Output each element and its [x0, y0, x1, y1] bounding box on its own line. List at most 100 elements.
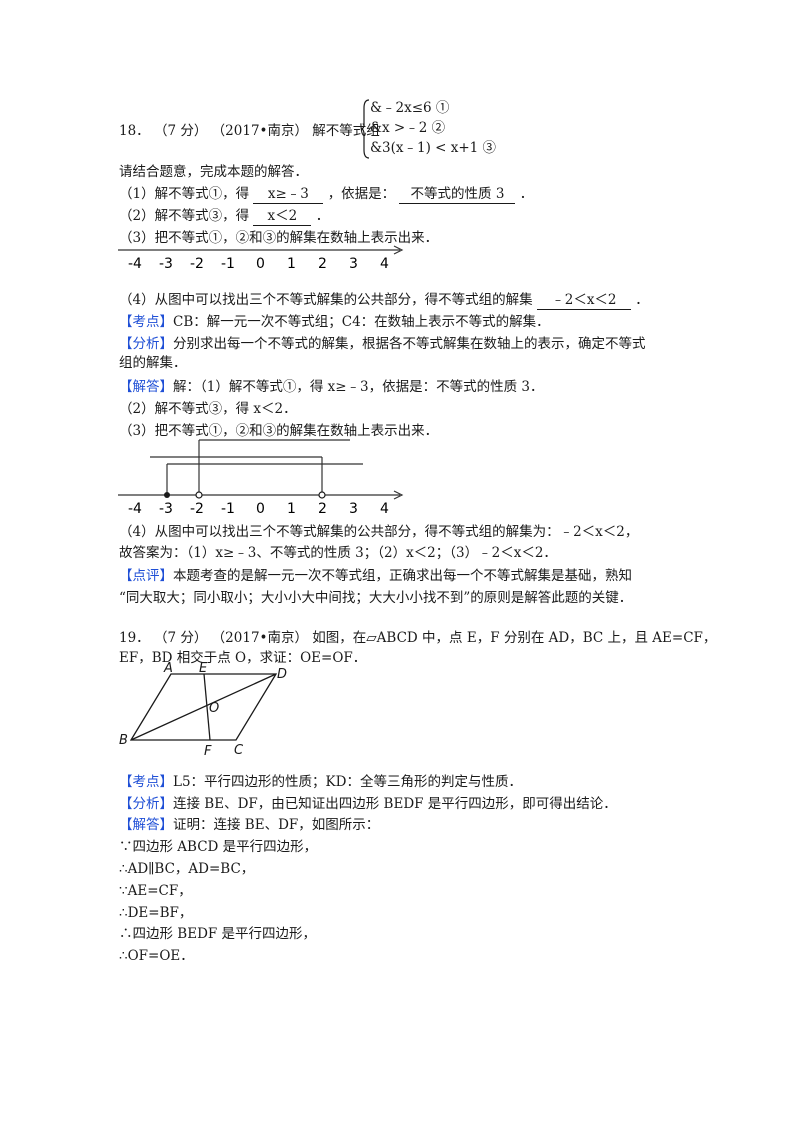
q18-jieda-5: 故答案为：（1）x≥﹣3、不等式的性质 3；（2）x＜2；（3）﹣2＜x＜2． — [119, 545, 557, 561]
kaodian-tag: 【考点】 — [119, 774, 173, 790]
tick-label: 1 — [287, 256, 296, 272]
step4-pre: （4）从图中可以找出三个不等式解集的公共部分，得不等式组的解集 — [119, 292, 533, 308]
fenxi-text: 分别求出每一个不等式的解集，根据各不等式解集在数轴上的表示，确定不等式 — [173, 336, 646, 352]
kaodian-tag: 【考点】 — [119, 314, 173, 330]
q19-heading: 19． （7 分） （2017•南京） 如图，在▱ABCD 中，点 E，F 分别… — [119, 628, 716, 648]
proof-line: ∵AE=CF， — [119, 883, 192, 899]
kaodian-text: CB：解一元一次不等式组；C4：在数轴上表示不等式的解集． — [173, 314, 550, 330]
diagonal-bd — [130, 673, 277, 741]
jieda-tag: 【解答】 — [119, 817, 173, 833]
label-c: C — [234, 743, 244, 758]
system-ineq-2: &x >﹣2 ② — [370, 120, 446, 136]
step1-reason: 不等式的性质 3 — [399, 185, 516, 204]
q18-step4: （4）从图中可以找出三个不等式解集的公共部分，得不等式组的解集 ﹣2＜x＜2 ． — [119, 290, 649, 310]
q18-dianping-cont: “同大取大；同小取小；大小小大中间找；大大小小找不到”的原则是解答此题的关键． — [119, 590, 633, 606]
tick-label: -1 — [221, 501, 235, 517]
q19-kaodian: 【考点】L5：平行四边形的性质；KD：全等三角形的判定与性质． — [119, 772, 522, 792]
step1-end: ． — [519, 186, 534, 202]
tick-label: -1 — [221, 256, 235, 272]
q18-step1: （1）解不等式①，得 x≥﹣3 ，依据是： 不等式的性质 3 ． — [119, 184, 533, 204]
step1-answer: x≥﹣3 — [253, 185, 324, 204]
q18-fenxi-cont: 组的解集． — [119, 355, 187, 371]
tick-label: -4 — [128, 256, 142, 272]
open-point — [318, 491, 326, 499]
q18-number: 18． — [119, 123, 150, 139]
tick-label: 1 — [287, 501, 296, 517]
tick-label: -3 — [159, 256, 173, 272]
q18-jieda-2: （2）解不等式③，得 x＜2． — [119, 401, 297, 417]
kaodian-text: L5：平行四边形的性质；KD：全等三角形的判定与性质． — [173, 774, 522, 790]
tick-label: 4 — [380, 256, 389, 272]
label-d: D — [277, 667, 287, 682]
label-o: O — [209, 701, 219, 716]
number-line-solution: -4 -3 -2 -1 0 1 2 3 4 — [118, 439, 404, 517]
q18-step3: （3）把不等式①，②和③的解集在数轴上表示出来． — [119, 230, 439, 246]
label-f: F — [204, 744, 212, 758]
dianping-text: 本题考查的是解一元一次不等式组，正确求出每一个不等式解集是基础，熟知 — [173, 568, 632, 584]
proof-line: ∴AD∥BC，AD=BC， — [119, 861, 255, 877]
q19-line2: EF，BD 相交于点 O，求证：OE=OF． — [119, 650, 367, 666]
label-a: A — [163, 662, 173, 676]
label-b: B — [119, 733, 128, 748]
q19-line1: 如图，在▱ABCD 中，点 E，F 分别在 AD，BC 上，且 AE=CF， — [312, 630, 717, 646]
q18-line2: 请结合题意，完成本题的解答． — [119, 164, 308, 180]
open-point — [195, 491, 203, 499]
proof-line: ∴四边形 BEDF 是平行四边形， — [119, 926, 317, 942]
q19-score: （7 分） — [153, 630, 208, 646]
parallelogram-figure: A E D O B F C — [119, 662, 287, 758]
step2-pre: （2）解不等式③，得 — [119, 208, 250, 224]
q19-jieda: 【解答】证明：连接 BE、DF，如图所示： — [119, 815, 379, 835]
q18-heading: 18． （7 分） （2017•南京） 解不等式组 — [119, 121, 380, 141]
dianping-tag: 【点评】 — [119, 568, 173, 584]
jieda-text: 解：（1）解不等式①，得 x≥﹣3，依据是：不等式的性质 3． — [173, 379, 544, 395]
label-e: E — [199, 662, 208, 676]
q18-dianping: 【点评】本题考查的是解一元一次不等式组，正确求出每一个不等式解集是基础，熟知 — [119, 566, 632, 586]
solid-point — [164, 492, 170, 498]
jieda-tag: 【解答】 — [119, 379, 173, 395]
tick-label: 3 — [349, 501, 358, 517]
step1-mid: ，依据是： — [327, 186, 396, 202]
tick-label: 0 — [256, 256, 265, 272]
q19-number: 19． — [119, 630, 150, 646]
q18-jieda-3: （3）把不等式①，②和③的解集在数轴上表示出来． — [119, 423, 439, 439]
tick-label: -3 — [159, 501, 173, 517]
q18-step2: （2）解不等式③，得 x＜2 ． — [119, 206, 329, 226]
step2-answer: x＜2 — [253, 207, 312, 226]
fenxi-text: 连接 BE、DF，由已知证出四边形 BEDF 是平行四边形，即可得出结论． — [173, 796, 617, 812]
system-ineq-3: &3(x﹣1) < x+1 ③ — [370, 140, 497, 156]
q18-intro: 解不等式组 — [312, 123, 380, 139]
q18-score: （7 分） — [153, 123, 208, 139]
step4-answer: ﹣2＜x＜2 — [536, 291, 631, 310]
proof-line: ∵四边形 ABCD 是平行四边形， — [119, 839, 318, 855]
system-brace — [361, 99, 370, 159]
q18-jieda: 【解答】解：（1）解不等式①，得 x≥﹣3，依据是：不等式的性质 3． — [119, 377, 544, 397]
system-ineq-1: &﹣2x≤6 ① — [370, 100, 450, 116]
step2-end: ． — [315, 208, 330, 224]
axis-labels-solution: -4 -3 -2 -1 0 1 2 3 4 — [128, 501, 389, 517]
segment-ef — [203, 673, 211, 741]
parallelogram-abcd — [129, 673, 278, 741]
jieda-text: 证明：连接 BE、DF，如图所示： — [173, 817, 380, 833]
tick-label: -2 — [190, 256, 204, 272]
proof-line: ∴OF=OE． — [119, 948, 194, 964]
tick-label: 0 — [256, 501, 265, 517]
q18-source: （2017•南京） — [211, 123, 308, 139]
step4-end: ． — [635, 292, 649, 308]
q18-fenxi: 【分析】分别求出每一个不等式的解集，根据各不等式解集在数轴上的表示，确定不等式 — [119, 334, 646, 354]
axis-labels-blank: -4 -3 -2 -1 0 1 2 3 4 — [128, 256, 389, 272]
proof-line: ∴DE=BF， — [119, 905, 193, 921]
tick-label: 2 — [318, 501, 327, 517]
step1-pre: （1）解不等式①，得 — [119, 186, 250, 202]
fenxi-tag: 【分析】 — [119, 796, 173, 812]
fenxi-tag: 【分析】 — [119, 336, 173, 352]
q18-jieda-4: （4）从图中可以找出三个不等式解集的公共部分，得不等式组的解集为：﹣2＜x＜2， — [119, 524, 639, 540]
tick-label: 3 — [349, 256, 358, 272]
tick-label: -4 — [128, 501, 142, 517]
q19-source: （2017•南京） — [211, 630, 308, 646]
number-line-blank: -4 -3 -2 -1 0 1 2 3 4 — [118, 245, 404, 272]
q19-fenxi: 【分析】连接 BE、DF，由已知证出四边形 BEDF 是平行四边形，即可得出结论… — [119, 794, 617, 814]
tick-label: -2 — [190, 501, 204, 517]
tick-label: 4 — [380, 501, 389, 517]
tick-label: 2 — [318, 256, 327, 272]
q18-kaodian: 【考点】CB：解一元一次不等式组；C4：在数轴上表示不等式的解集． — [119, 312, 550, 332]
